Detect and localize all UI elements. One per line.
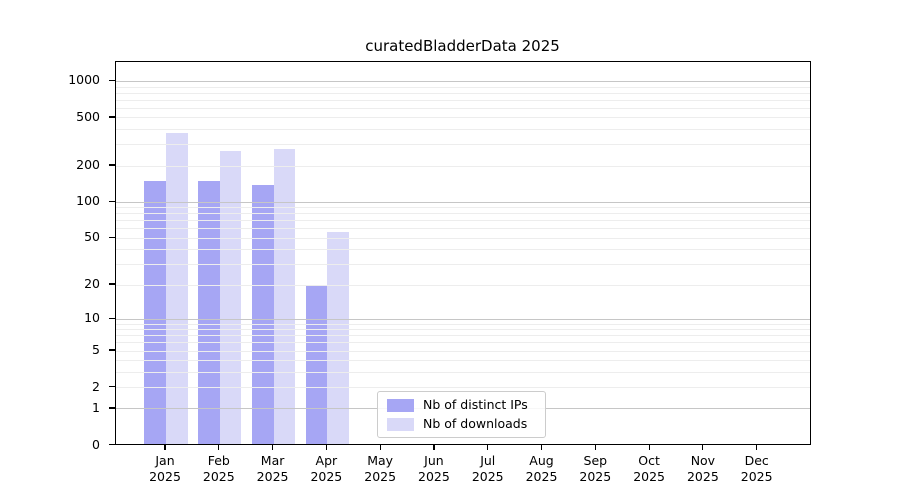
y-tick-mark (108, 443, 115, 446)
y-tick-mark (108, 349, 115, 351)
x-tick-mark (325, 444, 327, 450)
x-tick-mark (218, 444, 220, 450)
x-tick-mark (164, 444, 166, 450)
y-tick-label: 2 (92, 378, 100, 394)
x-tick-mark (756, 444, 758, 450)
y-tick-label: 500 (76, 108, 100, 124)
x-tick-label-mar: Mar 2025 (256, 452, 289, 485)
y-tick-label: 50 (84, 229, 100, 245)
y-tick-label: 1 (92, 399, 100, 415)
x-tick-label-aug: Aug 2025 (525, 452, 558, 485)
x-tick-mark (433, 444, 435, 450)
y-tick-mark (108, 164, 115, 166)
x-tick-label-jan: Jan 2025 (149, 452, 181, 485)
y-tick-label: 100 (76, 193, 100, 209)
bar-feb-distinct-ips (198, 180, 220, 444)
x-tick-label-feb: Feb 2025 (202, 452, 235, 485)
bar-jan-downloads (166, 133, 188, 444)
legend-label-downloads: Nb of downloads (423, 416, 528, 431)
x-tick-mark (271, 444, 274, 450)
x-axis: Jan 2025 Feb 2025 Mar 2025 Apr 2025 May 2025… (115, 444, 812, 500)
y-axis: 0 1 2 5 10 20 50 100 200 500 1000 (0, 61, 115, 452)
x-tick-label-jul: Jul 2025 (471, 452, 504, 485)
y-tick-mark (108, 116, 115, 118)
y-tick-label: 20 (84, 276, 100, 292)
x-tick-label-apr: Apr 2025 (310, 452, 343, 485)
x-tick-label-oct: Oct 2025 (633, 452, 666, 485)
legend: Nb of distinct IPs Nb of downloads (377, 391, 546, 438)
legend-swatch-distinct-ips (387, 398, 414, 412)
legend-label-distinct-ips: Nb of distinct IPs (423, 397, 528, 412)
x-tick-label-dec: Dec 2025 (740, 452, 773, 485)
bar-mar-downloads (273, 149, 296, 444)
legend-item-distinct-ips: Nb of distinct IPs (387, 398, 545, 412)
x-tick-mark (702, 444, 704, 450)
x-tick-label-jun: Jun 2025 (418, 452, 450, 485)
y-tick-mark (108, 236, 115, 238)
x-tick-mark (487, 444, 489, 450)
bar-apr-downloads (327, 232, 350, 444)
bar-apr-distinct-ips (305, 285, 328, 444)
y-tick-mark (108, 79, 115, 82)
y-tick-mark (108, 386, 115, 388)
chart-title: curatedBladderData 2025 (365, 37, 560, 55)
bars-layer (116, 62, 811, 444)
y-tick-mark (108, 283, 115, 285)
bar-mar-distinct-ips (251, 185, 274, 444)
plot-area (114, 60, 811, 445)
y-tick-label: 0 (92, 436, 100, 452)
y-tick-mark (108, 317, 115, 319)
legend-swatch-downloads (387, 417, 414, 431)
y-tick-label: 1000 (68, 72, 100, 88)
y-tick-label: 5 (92, 342, 100, 358)
legend-item-downloads: Nb of downloads (387, 417, 545, 431)
x-tick-label-sep: Sep 2025 (579, 452, 612, 485)
y-tick-label: 10 (84, 310, 100, 326)
x-tick-mark (379, 444, 381, 450)
x-tick-mark (648, 444, 650, 450)
bar-feb-downloads (219, 151, 242, 444)
y-tick-mark (108, 200, 115, 202)
x-tick-label-nov: Nov 2025 (686, 452, 719, 485)
x-tick-mark (594, 444, 596, 450)
x-tick-label-may: May 2025 (364, 452, 397, 485)
y-tick-label: 200 (76, 157, 100, 173)
x-tick-mark (540, 444, 543, 450)
y-tick-mark (108, 407, 115, 409)
bar-jan-distinct-ips (144, 180, 166, 444)
